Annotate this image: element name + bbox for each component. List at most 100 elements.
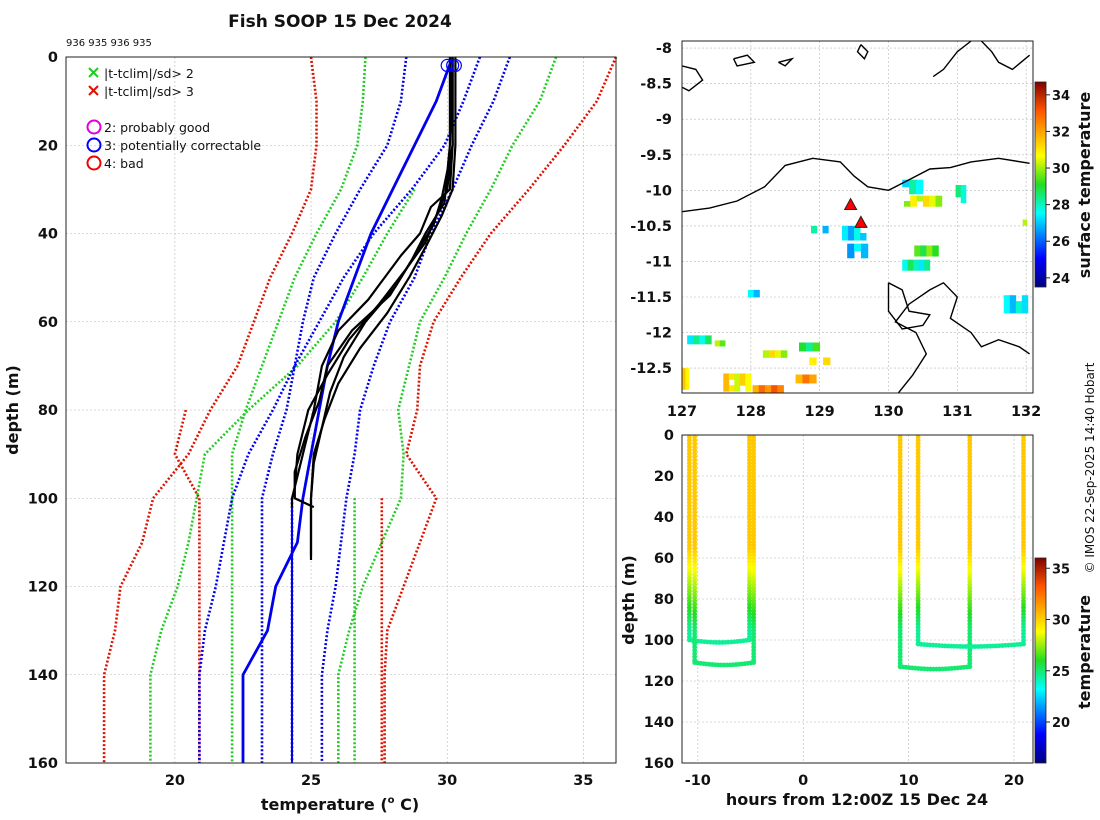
cast-2-up-point (751, 572, 757, 578)
cast-4-down-point (915, 444, 921, 450)
cast-2-up-point (751, 519, 757, 525)
cast-2-down-point (692, 621, 698, 627)
cast-3-down-point (897, 493, 903, 499)
sst-cell (811, 225, 818, 234)
profile-xlabel: temperature (o C) (261, 795, 419, 814)
map-colorbar-ticklabel: 30 (1052, 162, 1070, 177)
cast-3-down-point (897, 578, 903, 584)
cast-4-up-point (1021, 638, 1026, 643)
cast-1-up-point (747, 605, 752, 611)
legend-qc4-label: 4: bad (104, 156, 144, 171)
cast-1-up-point (747, 536, 752, 542)
cast-2-up-point (751, 500, 757, 506)
track-colorbar-ticklabel: 30 (1052, 614, 1070, 629)
cast-2-up-point (751, 615, 757, 620)
cast-4-up-point (1021, 601, 1026, 607)
sst-cell (809, 374, 817, 384)
cast-4-up-point (1021, 483, 1026, 489)
cast-3-down-point (897, 496, 903, 502)
cast-1-up-point (747, 464, 752, 469)
cast-2-down-point (692, 556, 698, 561)
cast-1-up-point (747, 572, 752, 578)
cast-4-down-point (915, 565, 921, 571)
cast-2-up-point (751, 506, 757, 512)
cast-1-up-point (747, 578, 752, 584)
profile-ytick: 120 (28, 580, 58, 596)
cast-4-up-point (1021, 631, 1026, 637)
cast-3-up-point (967, 441, 973, 447)
climatology-sd3-low-deep-line (173, 409, 201, 763)
cast-4-down-point (915, 588, 921, 594)
profile-ylabel: depth (m) (3, 365, 22, 455)
cast-2-down-point (692, 592, 698, 597)
cast-2-down-point (692, 634, 698, 640)
cast-2-down-point (692, 474, 698, 479)
cast-1-up-point (747, 618, 752, 624)
cast-4-up-point (1021, 510, 1026, 515)
cast-2-up-point (751, 611, 757, 617)
cast-3-up-point (967, 457, 973, 463)
cast-1-down-point (686, 628, 692, 633)
cast-4-down-point (915, 542, 921, 548)
climatology-sd2-high-line (337, 56, 558, 763)
cast-2-down-point (692, 516, 698, 522)
cast-2-up-point (751, 641, 757, 647)
cast-4-down-point (915, 562, 921, 568)
cast-2-down-point (692, 618, 698, 624)
cast-2-down-point (692, 585, 698, 591)
cast-1-up-point (747, 588, 752, 594)
cast-2-up-point (751, 575, 757, 581)
cast-1-down-point (686, 437, 692, 443)
map-lat-tick: -11 (646, 254, 672, 270)
profile-line-5 (293, 57, 451, 509)
cast-1-down-point (686, 631, 692, 637)
sst-cell (848, 225, 855, 234)
cast-1-up-point (747, 546, 752, 551)
sst-cell (745, 379, 752, 386)
cast-4-up-point (1021, 611, 1026, 617)
profile-panel: 20 25 30 35 0 20 40 60 80 100 120 140 160 temperatur… (3, 50, 618, 814)
sst-cell (705, 335, 712, 345)
climatology-sd1-low-line (260, 56, 408, 763)
cast-3-up-point (967, 513, 973, 519)
cast-2-down-point (692, 506, 698, 512)
cast-1-down-point (686, 562, 692, 568)
profile-xtick: 25 (301, 773, 321, 789)
sst-cell (682, 368, 686, 374)
cast-4-down-point (915, 526, 921, 532)
cast-2-up-point (751, 634, 757, 640)
cast-2-down-point (692, 490, 698, 496)
cast-1-down-point (686, 487, 692, 492)
cast-2-up-point (751, 565, 757, 571)
cast-4-down-point (915, 638, 921, 643)
sst-cell (747, 289, 755, 298)
track-ytick: 60 (654, 551, 674, 567)
cast-3-down-point (897, 651, 903, 656)
cast-1-down-point (686, 474, 692, 479)
sst-cell (745, 373, 752, 380)
coastline-7 (980, 41, 1031, 71)
cast-2-down-point (692, 601, 698, 607)
cast-1-up-point (747, 506, 752, 512)
map-colorbar-ticks: 24 26 28 30 32 34 (1046, 89, 1070, 287)
cast-1-up-point (747, 582, 752, 588)
track-ytick: 20 (654, 469, 674, 485)
cast-4-up-point (1021, 605, 1026, 611)
sst-cell (955, 185, 962, 192)
cast-4-up-point (1021, 457, 1026, 463)
cast-4-down-point (915, 441, 921, 447)
climatology-sd2-low-line (230, 56, 367, 763)
cast-1-down-point (686, 542, 692, 548)
cast-4-down-point (915, 559, 921, 565)
profile-frame (65, 56, 617, 764)
cast-2-up-point (751, 464, 757, 469)
cast-1-down-point (686, 552, 692, 558)
cast-3-up-point (967, 529, 973, 535)
cast-4-down-point (915, 470, 921, 476)
cast-1-down-point (686, 611, 692, 617)
profile-xtick: 20 (165, 773, 185, 789)
cast-2-down-point (692, 552, 698, 558)
cast-1-down-point (686, 460, 692, 466)
cast-2-up-point (751, 621, 757, 627)
cast-2-down-point (692, 647, 698, 653)
